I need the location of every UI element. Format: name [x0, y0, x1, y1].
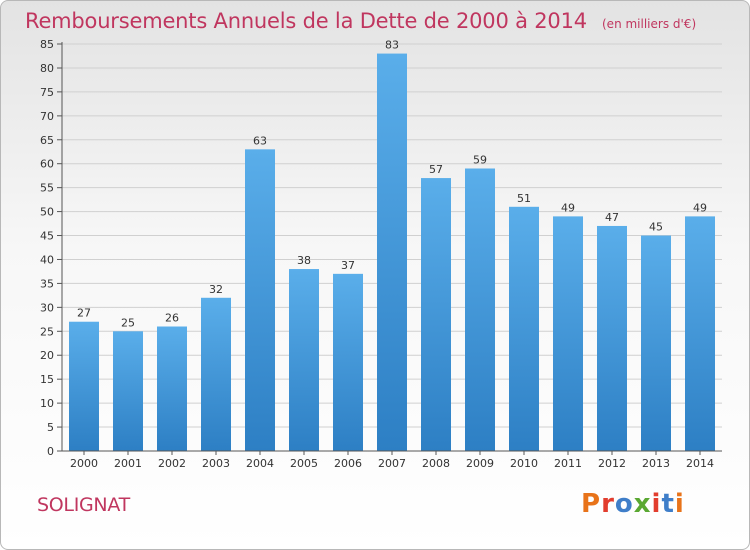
- bar-value-label: 59: [473, 153, 487, 166]
- brand-letter: t: [661, 489, 675, 519]
- labels: 0 5 10 15 20 25 30 35 40 45 50 55 60 65 70 75 80 85 27 2000…: [40, 38, 714, 470]
- y-tick-label: 40: [40, 253, 54, 266]
- y-tick-label: 85: [40, 38, 54, 51]
- bar-value-label: 57: [429, 163, 443, 176]
- x-tick-label: 2007: [378, 457, 406, 470]
- bar-2011: [553, 216, 583, 451]
- y-tick-label: 80: [40, 62, 54, 75]
- bar-value-label: 37: [341, 259, 355, 272]
- y-tick-label: 20: [40, 349, 54, 362]
- bar-value-label: 51: [517, 192, 531, 205]
- y-tick-label: 10: [40, 397, 54, 410]
- y-tick-label: 30: [40, 301, 54, 314]
- y-tick-label: 50: [40, 206, 54, 219]
- title-row: Remboursements Annuels de la Dette de 20…: [25, 9, 696, 33]
- y-tick-label: 65: [40, 134, 54, 147]
- x-tick-label: 2009: [466, 457, 494, 470]
- brand-letter: o: [614, 489, 634, 519]
- brand-letter: r: [601, 489, 615, 519]
- bar-value-label: 49: [561, 201, 575, 214]
- y-tick-label: 35: [40, 277, 54, 290]
- bar-2007: [377, 53, 407, 451]
- y-tick-label: 45: [40, 230, 54, 243]
- bar-2010: [509, 206, 539, 451]
- y-tick-label: 55: [40, 182, 54, 195]
- bar-2009: [465, 168, 495, 451]
- bar-2003: [201, 297, 231, 451]
- brand-letter: P: [581, 489, 602, 519]
- brand-letter: i: [674, 489, 685, 519]
- bar-value-label: 47: [605, 211, 619, 224]
- x-tick-label: 2001: [114, 457, 142, 470]
- y-tick-label: 70: [40, 110, 54, 123]
- chart-subtitle: (en milliers d'€): [602, 17, 697, 31]
- bar-2005: [289, 269, 319, 451]
- x-tick-label: 2014: [686, 457, 714, 470]
- bar-2006: [333, 273, 363, 451]
- bar-2012: [597, 225, 627, 451]
- brand-letter: x: [633, 489, 652, 519]
- bar-value-label: 32: [209, 283, 223, 296]
- x-tick-label: 2005: [290, 457, 318, 470]
- chart-title: Remboursements Annuels de la Dette de 20…: [25, 9, 587, 33]
- brand-letter: i: [651, 489, 662, 519]
- bar-2000: [69, 321, 99, 451]
- y-tick-label: 0: [47, 445, 54, 458]
- x-tick-label: 2002: [158, 457, 186, 470]
- bar-value-label: 25: [121, 316, 135, 329]
- location-name: SOLIGNAT: [37, 494, 130, 516]
- y-tick-label: 5: [47, 421, 54, 434]
- bar-2004: [245, 149, 275, 451]
- bar-2014: [685, 216, 715, 451]
- bar-2013: [641, 235, 671, 451]
- x-tick-label: 2012: [598, 457, 626, 470]
- x-tick-label: 2008: [422, 457, 450, 470]
- bar-value-label: 27: [77, 307, 91, 320]
- y-tick-label: 25: [40, 325, 54, 338]
- bar-2008: [421, 178, 451, 451]
- x-tick-label: 2010: [510, 457, 538, 470]
- bar-2002: [157, 326, 187, 451]
- bar-2001: [113, 331, 143, 451]
- bar-value-label: 63: [253, 134, 267, 147]
- x-tick-label: 2003: [202, 457, 230, 470]
- x-tick-label: 2011: [554, 457, 582, 470]
- bar-value-label: 38: [297, 254, 311, 267]
- y-tick-label: 60: [40, 158, 54, 171]
- y-tick-label: 15: [40, 373, 54, 386]
- bar-value-label: 26: [165, 312, 179, 325]
- x-tick-label: 2013: [642, 457, 670, 470]
- x-tick-label: 2004: [246, 457, 274, 470]
- x-tick-label: 2006: [334, 457, 362, 470]
- brand-logo: Proxiti: [581, 489, 685, 519]
- bar-value-label: 49: [693, 201, 707, 214]
- bar-value-label: 45: [649, 221, 663, 234]
- bars: [69, 53, 715, 451]
- axes: [57, 42, 722, 455]
- bar-value-label: 83: [385, 39, 399, 52]
- y-tick-label: 75: [40, 86, 54, 99]
- x-tick-label: 2000: [70, 457, 98, 470]
